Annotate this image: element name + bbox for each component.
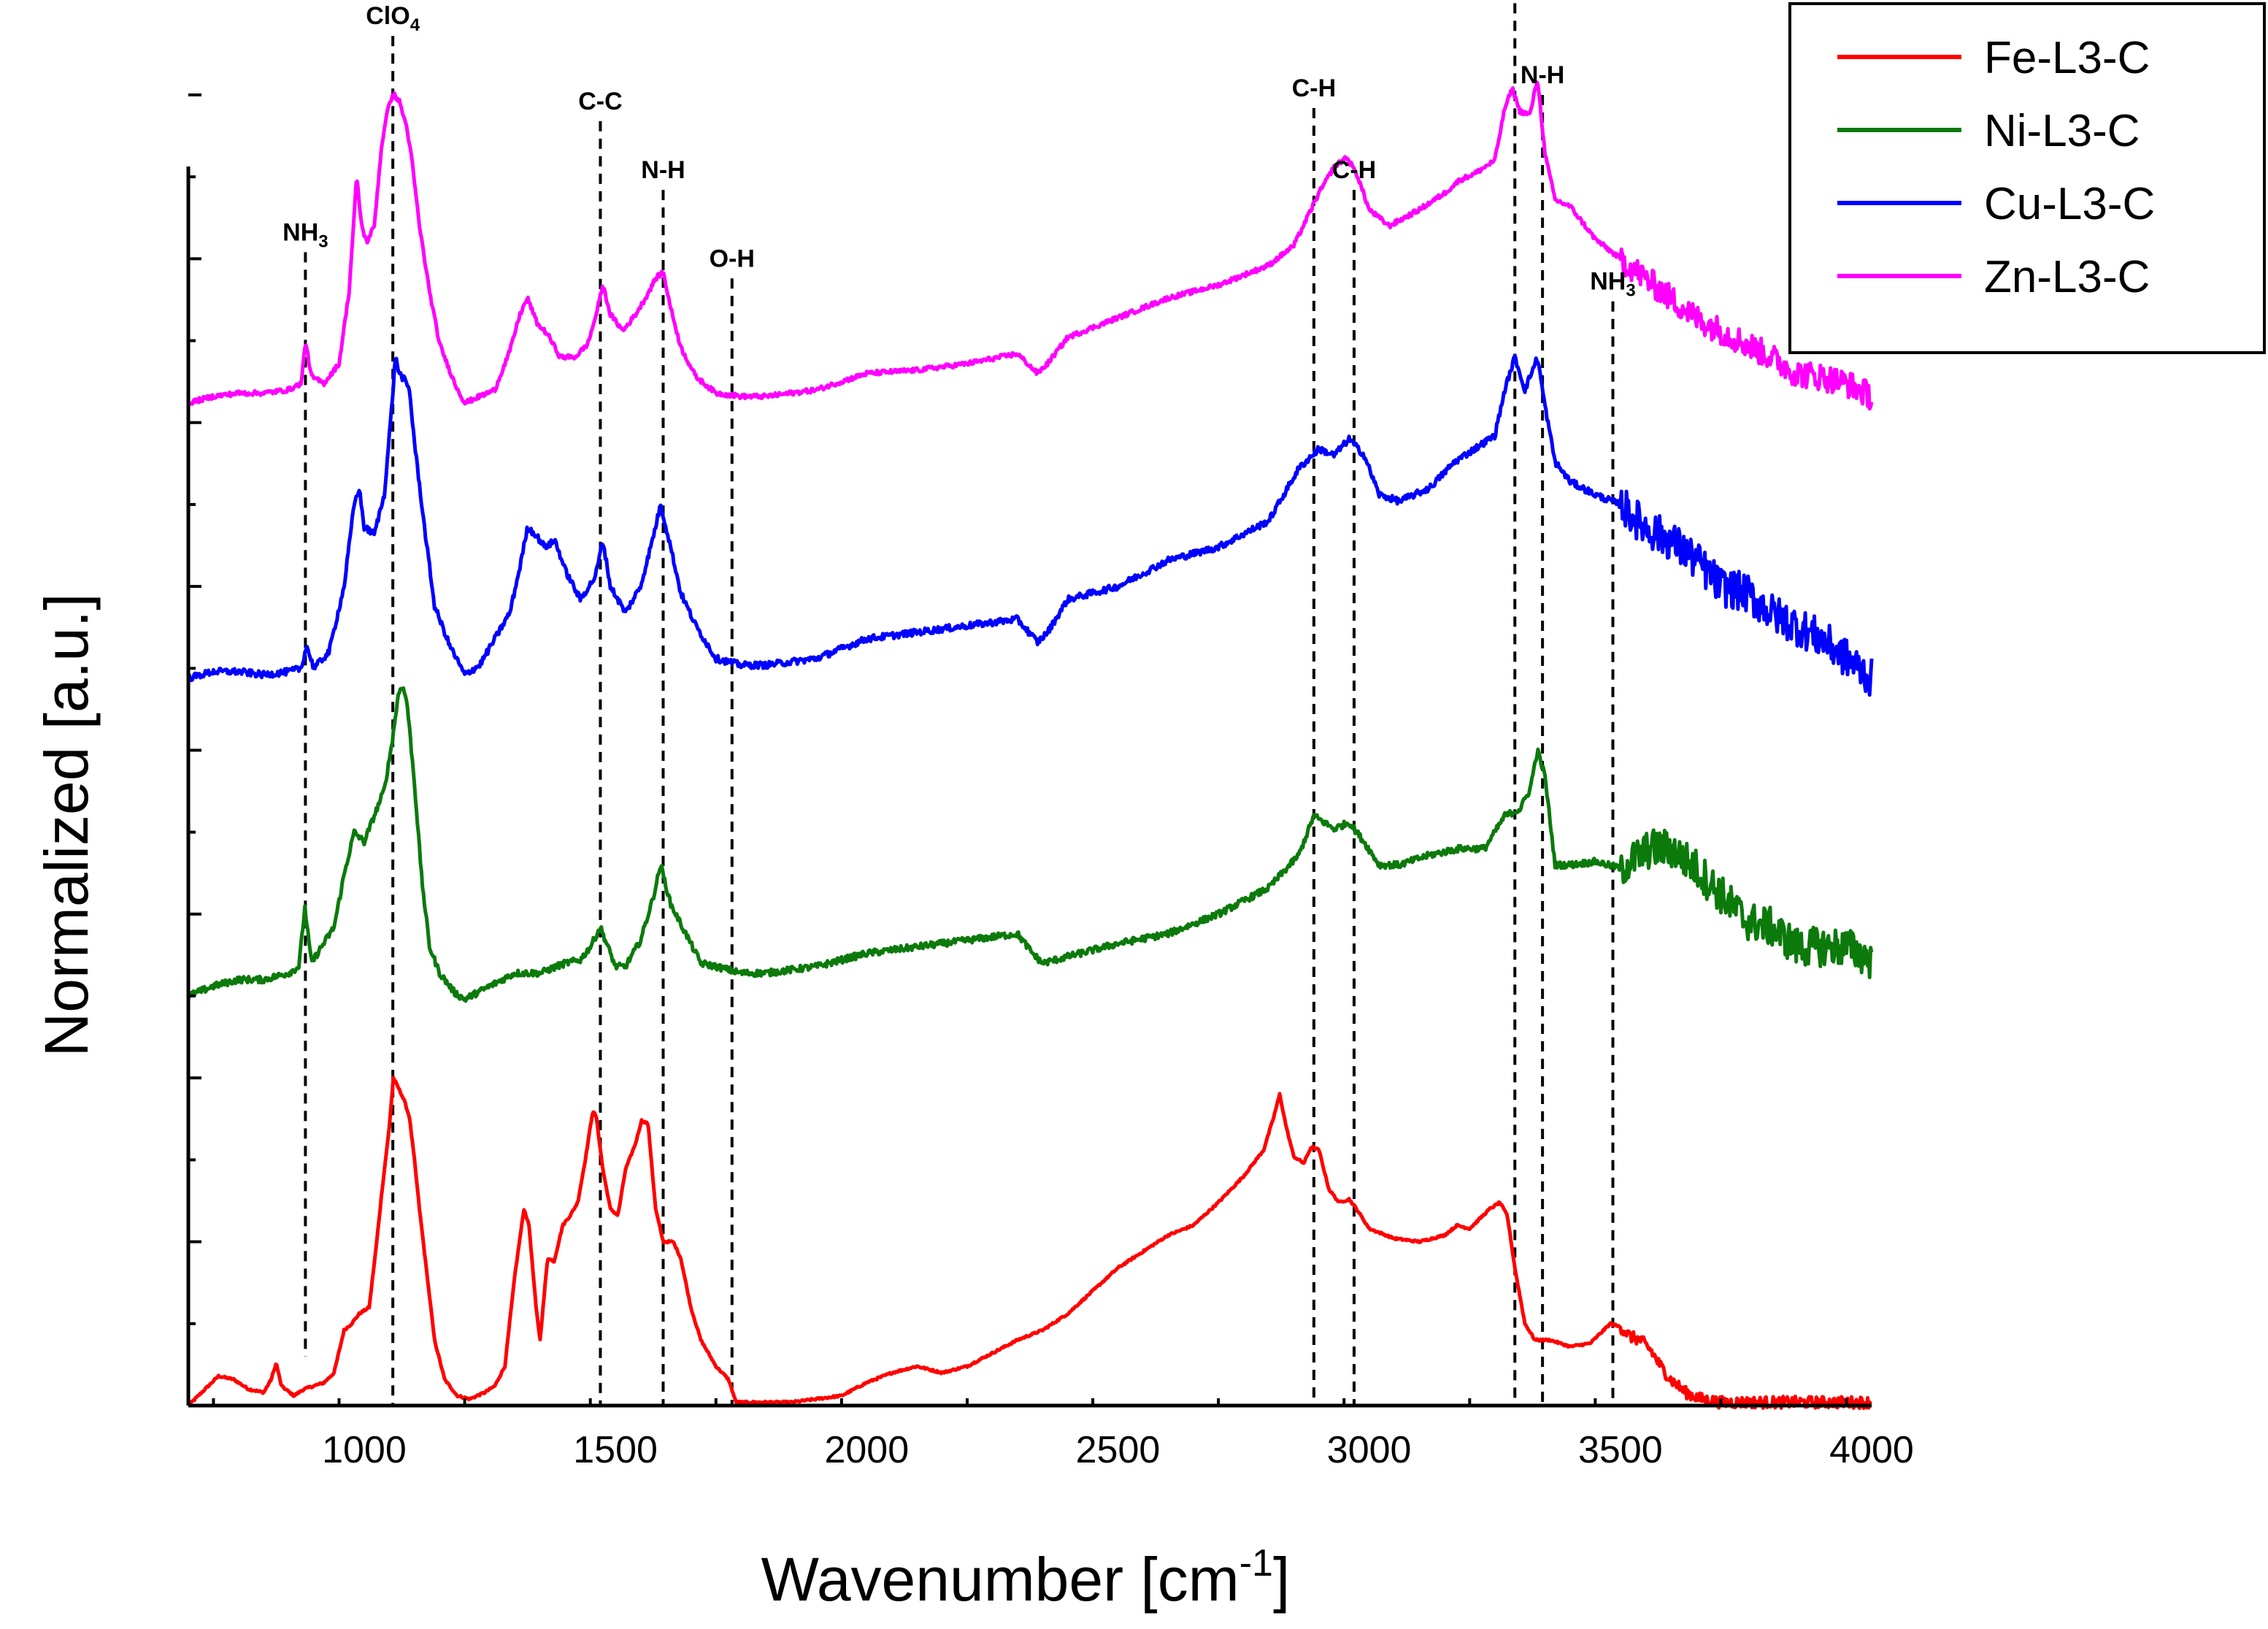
annotation-label-1: ClO4 <box>366 2 420 35</box>
annotation-label-sub: 3 <box>318 231 328 251</box>
legend-label-fe-l3-c: Fe-L3-C <box>1984 33 2150 83</box>
annotation-label-5: C-H <box>1292 74 1336 102</box>
annotation-label-8: N-H <box>1521 61 1564 89</box>
x-axis-title-sup: -1 <box>1239 1542 1273 1584</box>
annotation-label-0: NH3 <box>282 218 328 251</box>
annotation-label-main: ClO <box>366 2 410 30</box>
annotation-lines <box>304 3 1615 1406</box>
x-axis-title-main: Wavenumber [cm <box>761 1545 1239 1614</box>
series-line-ni-l3-c <box>186 686 1874 1003</box>
series-layer <box>186 80 1874 1411</box>
x-tick-label: 3500 <box>1578 1429 1663 1471</box>
annotation-label-sub: 3 <box>1626 281 1635 301</box>
annotation-label-main: C-H <box>1332 156 1376 184</box>
x-tick-label: 4000 <box>1829 1429 1914 1471</box>
annotation-label-main: C-H <box>1292 74 1336 102</box>
annotation-label-sub: 4 <box>410 15 420 35</box>
legend-items: Fe-L3-C Ni-L3-C Cu-L3-C Zn-L3-C <box>1837 33 2155 302</box>
legend-box <box>1788 2 2266 354</box>
x-tick-label: 1000 <box>322 1429 407 1471</box>
annotation-label-main: NH <box>1590 268 1626 296</box>
legend-label-ni-l3-c: Ni-L3-C <box>1984 106 2140 156</box>
annotation-label-3: N-H <box>641 156 685 184</box>
x-axis-title-close: ] <box>1273 1545 1290 1614</box>
series-line-fe-l3-c <box>187 1076 1873 1411</box>
annotation-label-main: O-H <box>710 245 755 272</box>
x-tick-label: 2500 <box>1076 1429 1161 1471</box>
annotation-label-main: C-C <box>578 88 622 115</box>
annotation-label-main: NH <box>282 218 318 246</box>
x-axis-title: Wavenumber [cm-1] <box>761 1542 1291 1614</box>
annotation-label-4: O-H <box>710 245 755 272</box>
annotation-label-9: NH3 <box>1590 268 1635 301</box>
legend-label-zn-l3-c: Zn-L3-C <box>1984 252 2150 302</box>
annotation-label-main: N-H <box>1521 61 1564 89</box>
series-line-cu-l3-c <box>186 353 1874 697</box>
x-tick-label: 3000 <box>1327 1429 1412 1471</box>
x-tick-label: 1500 <box>573 1429 658 1471</box>
x-tick-labels: 1000 1500 2000 2500 3000 3500 4000 <box>322 1429 1914 1471</box>
legend-label-cu-l3-c: Cu-L3-C <box>1984 179 2155 229</box>
legend: Fe-L3-C Ni-L3-C Cu-L3-C Zn-L3-C <box>1788 2 2266 354</box>
annotation-label-2: C-C <box>578 88 622 115</box>
annotation-label-6: C-H <box>1332 156 1376 184</box>
series-line-zn-l3-c <box>186 80 1874 411</box>
annotation-label-main: N-H <box>641 156 685 184</box>
axis-ticks <box>188 93 1848 1407</box>
x-tick-label: 2000 <box>824 1429 909 1471</box>
axes <box>186 166 1872 1408</box>
y-axis-title: Normalized [a.u.] <box>32 594 101 1057</box>
